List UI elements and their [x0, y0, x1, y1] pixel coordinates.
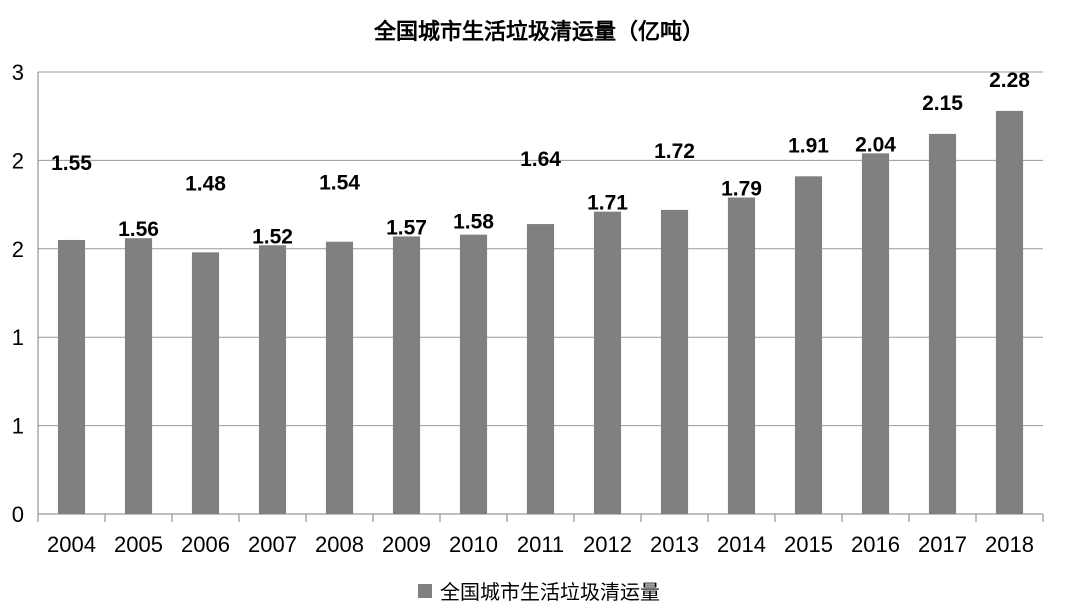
- y-tick-label: 2: [12, 237, 24, 262]
- data-label: 1.64: [520, 148, 561, 171]
- data-label: 1.48: [185, 172, 226, 195]
- bar: [526, 224, 555, 514]
- legend: 全国城市生活垃圾清运量: [0, 576, 1078, 605]
- bar: [660, 209, 689, 515]
- data-label: 2.15: [922, 92, 963, 115]
- x-tick-label: 2013: [650, 532, 699, 557]
- legend-label: 全国城市生活垃圾清运量: [440, 580, 660, 604]
- y-tick-label: 1: [12, 325, 24, 350]
- data-label: 1.79: [721, 178, 762, 201]
- bar: [861, 153, 890, 514]
- bar: [593, 211, 622, 514]
- bar: [57, 239, 86, 514]
- bar: [459, 234, 488, 514]
- data-label: 1.57: [386, 216, 427, 239]
- x-tick-label: 2005: [114, 532, 163, 557]
- data-label: 1.56: [118, 218, 159, 241]
- data-label: 1.58: [453, 211, 494, 234]
- bar: [325, 241, 354, 514]
- data-label: 1.71: [587, 192, 628, 215]
- y-tick-label: 3: [12, 60, 24, 85]
- y-tick-label: 1: [12, 414, 24, 439]
- x-tick-label: 2009: [382, 532, 431, 557]
- x-tick-label: 2014: [717, 532, 766, 557]
- bar: [727, 197, 756, 514]
- x-tick-label: 2006: [181, 532, 230, 557]
- bar: [258, 245, 287, 514]
- x-tick-label: 2010: [449, 532, 498, 557]
- data-label: 1.54: [319, 172, 360, 195]
- x-tick-label: 2007: [248, 532, 297, 557]
- bar: [191, 252, 220, 514]
- x-tick-label: 2008: [315, 532, 364, 557]
- x-tick-label: 2015: [784, 532, 833, 557]
- x-tick-label: 2012: [583, 532, 632, 557]
- bar: [794, 176, 823, 514]
- chart-title: 全国城市生活垃圾清运量（亿吨）: [373, 19, 704, 45]
- data-label: 2.28: [989, 69, 1030, 92]
- y-tick-label: 0: [12, 502, 24, 527]
- legend-swatch: [418, 583, 432, 598]
- x-tick-label: 2016: [851, 532, 900, 557]
- bar: [124, 238, 153, 514]
- data-label: 2.04: [855, 133, 896, 156]
- data-label: 1.52: [252, 225, 293, 248]
- x-tick-label: 2017: [918, 532, 967, 557]
- bar: [928, 133, 957, 514]
- bar: [995, 110, 1024, 515]
- data-label: 1.55: [51, 152, 92, 175]
- x-tick-label: 2018: [985, 532, 1034, 557]
- bar: [392, 236, 421, 514]
- data-label: 1.91: [788, 134, 829, 157]
- x-tick-label: 2004: [47, 532, 96, 557]
- data-label: 1.72: [654, 140, 695, 163]
- x-tick-label: 2011: [517, 532, 564, 557]
- y-tick-label: 2: [12, 148, 24, 173]
